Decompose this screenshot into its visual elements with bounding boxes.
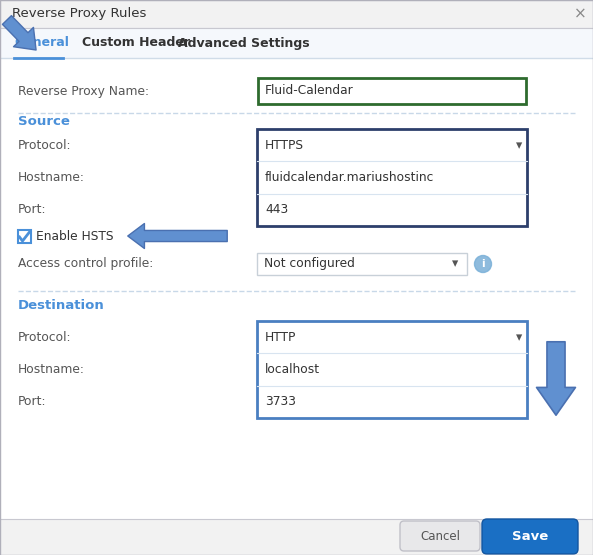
Text: Port:: Port: — [18, 203, 46, 216]
Text: Source: Source — [18, 115, 70, 128]
Text: 3733: 3733 — [265, 395, 296, 408]
Text: Not configured: Not configured — [264, 258, 355, 270]
FancyArrowPatch shape — [127, 224, 227, 249]
Text: ▾: ▾ — [516, 331, 522, 344]
Text: Destination: Destination — [18, 299, 105, 312]
Text: Reverse Proxy Name:: Reverse Proxy Name: — [18, 84, 149, 98]
Text: Advanced Settings: Advanced Settings — [178, 37, 310, 49]
Text: Port:: Port: — [18, 395, 46, 408]
Text: Custom Header: Custom Header — [82, 37, 190, 49]
FancyBboxPatch shape — [0, 0, 593, 28]
Text: HTTP: HTTP — [265, 331, 296, 344]
Text: Protocol:: Protocol: — [18, 139, 72, 152]
FancyBboxPatch shape — [18, 230, 31, 243]
Text: ▾: ▾ — [516, 139, 522, 152]
Text: ▾: ▾ — [452, 258, 458, 270]
Text: HTTPS: HTTPS — [265, 139, 304, 152]
Text: Access control profile:: Access control profile: — [18, 258, 153, 270]
Text: Cancel: Cancel — [420, 529, 460, 542]
Text: localhost: localhost — [265, 363, 320, 376]
FancyBboxPatch shape — [482, 519, 578, 554]
Text: 443: 443 — [265, 203, 288, 216]
Text: i: i — [481, 259, 485, 269]
Circle shape — [474, 255, 492, 273]
Text: Enable HSTS: Enable HSTS — [36, 230, 113, 243]
FancyBboxPatch shape — [0, 58, 593, 520]
FancyBboxPatch shape — [400, 521, 480, 551]
FancyArrowPatch shape — [537, 342, 575, 415]
FancyBboxPatch shape — [258, 78, 526, 104]
FancyBboxPatch shape — [0, 28, 593, 58]
Text: Save: Save — [512, 529, 548, 542]
Text: Hostname:: Hostname: — [18, 171, 85, 184]
Text: Reverse Proxy Rules: Reverse Proxy Rules — [12, 8, 146, 21]
Text: Hostname:: Hostname: — [18, 363, 85, 376]
Text: General: General — [14, 37, 69, 49]
Text: ×: × — [573, 7, 586, 22]
Text: Protocol:: Protocol: — [18, 331, 72, 344]
FancyBboxPatch shape — [257, 129, 527, 226]
Text: Fluid-Calendar: Fluid-Calendar — [265, 84, 354, 98]
Text: fluidcalendar.mariushostinc: fluidcalendar.mariushostinc — [265, 171, 435, 184]
FancyBboxPatch shape — [257, 321, 527, 418]
FancyArrowPatch shape — [2, 16, 36, 50]
FancyBboxPatch shape — [257, 253, 467, 275]
FancyBboxPatch shape — [0, 519, 593, 555]
